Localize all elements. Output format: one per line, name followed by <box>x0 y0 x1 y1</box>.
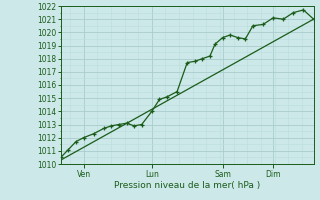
X-axis label: Pression niveau de la mer( hPa ): Pression niveau de la mer( hPa ) <box>114 181 260 190</box>
